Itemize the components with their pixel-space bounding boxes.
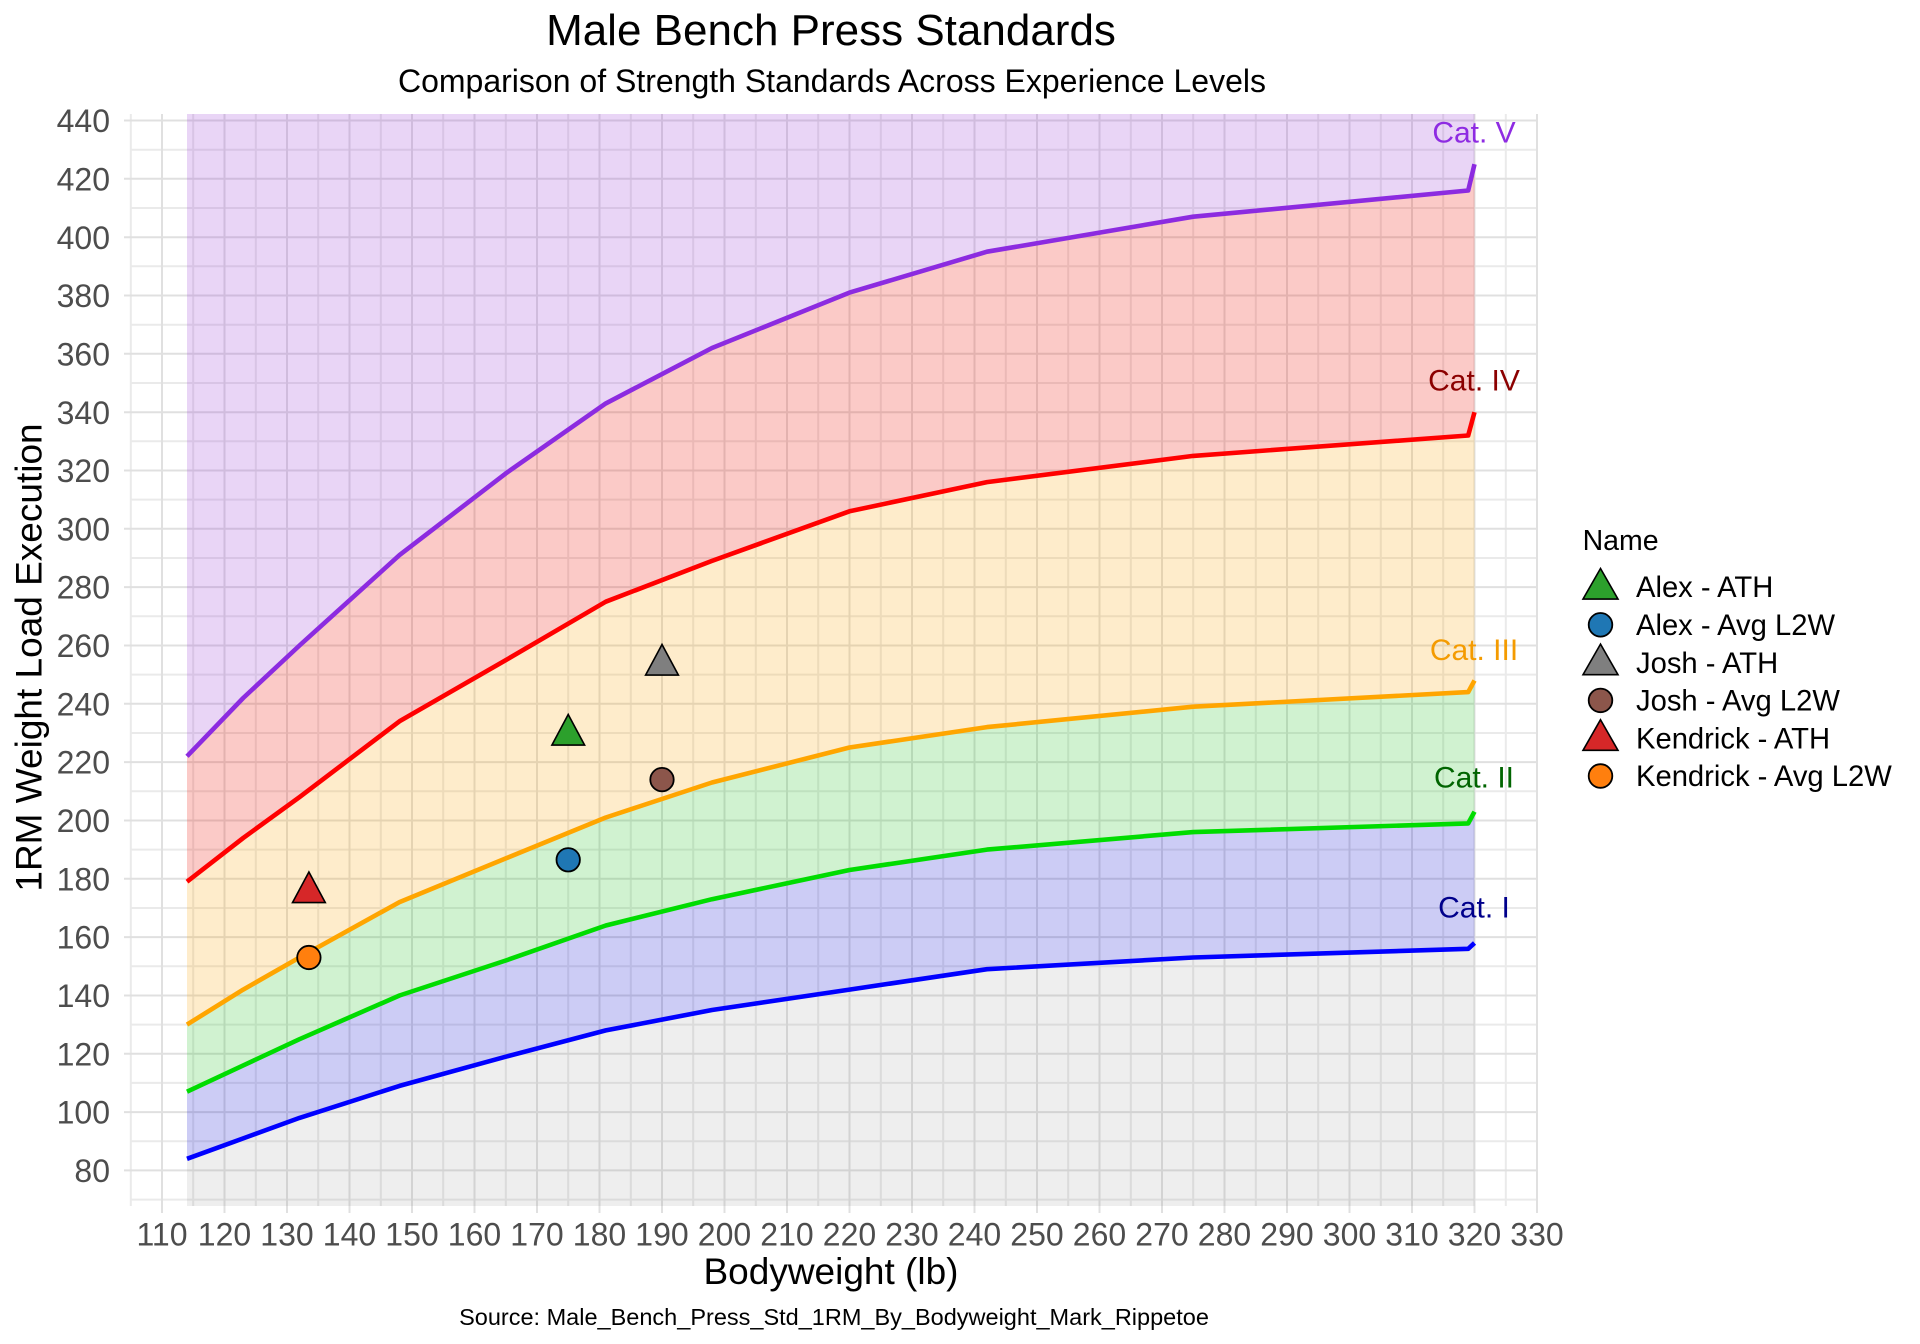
svg-text:400: 400	[57, 220, 110, 256]
svg-text:250: 250	[1010, 1217, 1063, 1253]
svg-text:240: 240	[57, 686, 110, 722]
svg-text:300: 300	[57, 511, 110, 547]
svg-text:Source: Male_Bench_Press_Std_1: Source: Male_Bench_Press_Std_1RM_By_Body…	[459, 1304, 1209, 1330]
svg-text:420: 420	[57, 161, 110, 197]
svg-text:230: 230	[885, 1217, 938, 1253]
svg-text:300: 300	[1323, 1217, 1376, 1253]
svg-text:290: 290	[1260, 1217, 1313, 1253]
svg-text:240: 240	[948, 1217, 1001, 1253]
svg-text:Male Bench Press Standards: Male Bench Press Standards	[546, 6, 1116, 55]
svg-text:160: 160	[448, 1217, 501, 1253]
svg-text:210: 210	[760, 1217, 813, 1253]
svg-text:180: 180	[57, 861, 110, 897]
svg-text:200: 200	[57, 803, 110, 839]
svg-text:120: 120	[57, 1036, 110, 1072]
svg-text:170: 170	[510, 1217, 563, 1253]
svg-text:1RM Weight Load Execution: 1RM Weight Load Execution	[9, 423, 50, 891]
svg-text:280: 280	[57, 570, 110, 606]
svg-text:150: 150	[385, 1217, 438, 1253]
svg-text:Cat. I: Cat. I	[1438, 892, 1510, 925]
svg-text:320: 320	[57, 453, 110, 489]
svg-text:Kendrick - Avg L2W: Kendrick - Avg L2W	[1636, 761, 1892, 793]
svg-text:380: 380	[57, 278, 110, 314]
svg-text:160: 160	[57, 920, 110, 956]
svg-text:80: 80	[74, 1153, 110, 1189]
svg-text:200: 200	[698, 1217, 751, 1253]
svg-text:Josh - Avg L2W: Josh - Avg L2W	[1636, 686, 1840, 718]
svg-text:140: 140	[57, 978, 110, 1014]
svg-text:Josh - ATH: Josh - ATH	[1636, 648, 1778, 680]
svg-text:360: 360	[57, 336, 110, 372]
svg-text:260: 260	[1073, 1217, 1126, 1253]
svg-text:220: 220	[57, 745, 110, 781]
svg-text:120: 120	[198, 1217, 251, 1253]
svg-text:310: 310	[1385, 1217, 1438, 1253]
svg-text:270: 270	[1135, 1217, 1188, 1253]
svg-text:110: 110	[136, 1217, 187, 1253]
svg-text:Bodyweight (lb): Bodyweight (lb)	[703, 1251, 958, 1292]
svg-text:Cat. V: Cat. V	[1432, 117, 1515, 150]
svg-text:220: 220	[823, 1217, 876, 1253]
svg-text:Cat. III: Cat. III	[1430, 634, 1518, 667]
svg-text:330: 330	[1510, 1217, 1563, 1253]
svg-text:Alex - ATH: Alex - ATH	[1636, 572, 1773, 604]
svg-text:130: 130	[260, 1217, 313, 1253]
svg-text:Cat. IV: Cat. IV	[1428, 365, 1520, 398]
svg-text:180: 180	[573, 1217, 626, 1253]
svg-text:140: 140	[323, 1217, 376, 1253]
svg-text:Comparison of Strength Standar: Comparison of Strength Standards Across …	[398, 63, 1266, 99]
svg-text:Kendrick - ATH: Kendrick - ATH	[1636, 723, 1830, 755]
svg-text:100: 100	[57, 1095, 110, 1131]
svg-text:320: 320	[1448, 1217, 1501, 1253]
svg-text:260: 260	[57, 628, 110, 664]
svg-text:Name: Name	[1583, 525, 1659, 557]
svg-text:340: 340	[57, 395, 110, 431]
svg-text:280: 280	[1198, 1217, 1251, 1253]
svg-text:440: 440	[57, 103, 110, 139]
svg-text:Alex - Avg L2W: Alex - Avg L2W	[1636, 610, 1835, 642]
svg-text:190: 190	[635, 1217, 688, 1253]
svg-text:Cat. II: Cat. II	[1434, 762, 1514, 795]
